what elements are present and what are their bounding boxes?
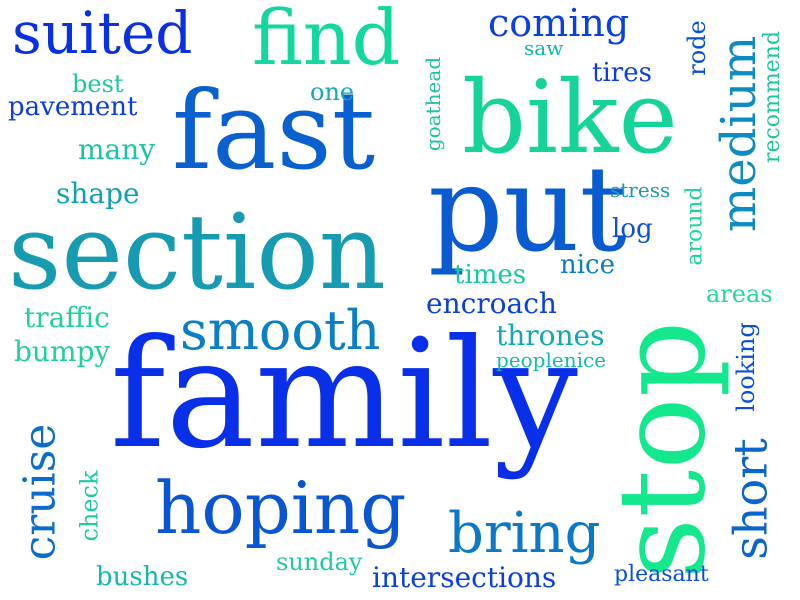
word: short — [723, 438, 778, 560]
word: medium — [711, 35, 768, 233]
word: intersections — [372, 561, 557, 594]
word: coming — [488, 1, 630, 45]
word: section — [8, 191, 386, 313]
word: hoping — [155, 466, 407, 550]
word: tires — [592, 58, 652, 88]
word: encroach — [426, 287, 557, 320]
word: suited — [12, 0, 193, 67]
word: check — [75, 470, 104, 542]
word: traffic — [24, 301, 110, 334]
word: goathead — [421, 56, 446, 152]
word: bumpy — [14, 335, 111, 368]
word: times — [454, 260, 527, 290]
word: stress — [610, 178, 671, 202]
word: peoplenice — [496, 348, 607, 372]
word: bike — [462, 59, 678, 176]
word: put — [428, 140, 627, 278]
word: many — [78, 133, 156, 166]
word: fast — [172, 69, 376, 194]
word: log — [612, 214, 653, 244]
word: smooth — [180, 299, 381, 362]
word: bushes — [96, 562, 189, 592]
word: around — [682, 186, 708, 266]
word: find — [252, 0, 401, 82]
word: sunday — [276, 548, 363, 576]
word: best — [72, 70, 124, 98]
word: nice — [560, 250, 616, 280]
word: cruise — [14, 423, 66, 561]
word: areas — [706, 280, 773, 308]
word: bring — [448, 501, 601, 566]
word: recommend — [760, 30, 786, 164]
word: one — [310, 78, 355, 106]
word: rode — [682, 20, 711, 76]
word: looking — [731, 322, 760, 412]
word: saw — [524, 36, 564, 60]
word: stop — [593, 320, 733, 580]
word: family — [110, 308, 578, 482]
word: thrones — [496, 319, 605, 352]
word: pavement — [8, 92, 138, 122]
word: pleasant — [614, 562, 709, 587]
word: shape — [56, 177, 140, 210]
